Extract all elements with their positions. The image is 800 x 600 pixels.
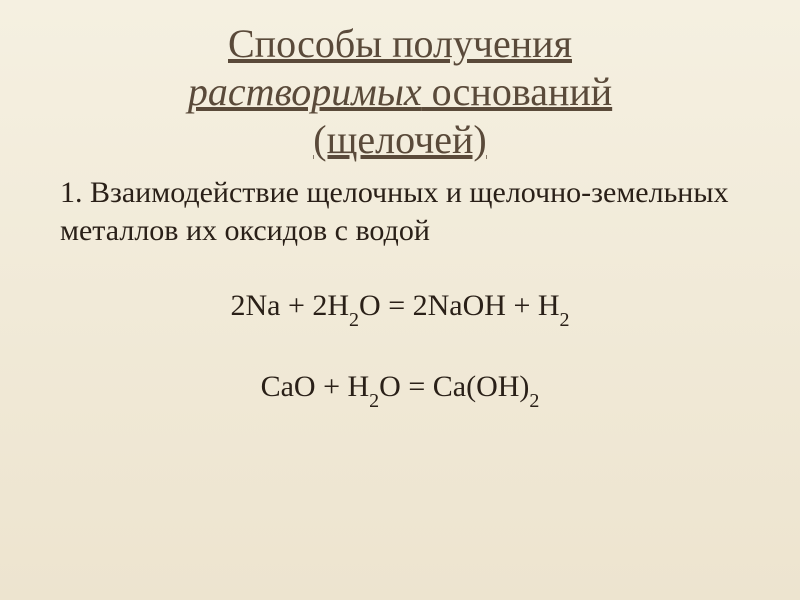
equation-2: CaO + H2O = Ca(OH)2	[60, 370, 740, 409]
eq2-part2: O = Ca(OH)	[379, 370, 529, 403]
eq1-sub1: 2	[349, 309, 359, 331]
eq1-part2: O = 2NaOH + H	[359, 289, 559, 322]
title-line1: Способы получения	[228, 21, 572, 66]
eq2-sub1: 2	[369, 390, 379, 412]
title-italic-word: растворимых	[188, 69, 422, 114]
equation-1: 2Na + 2H2O = 2NaOH + H2	[60, 289, 740, 328]
eq1-part1: 2Na + 2H	[230, 289, 349, 322]
slide-subtitle: 1. Взаимодействие щелочных и щелочно-зем…	[60, 174, 740, 249]
slide-title: Способы получения растворимых оснований …	[60, 20, 740, 164]
eq2-part1: CaO + H	[261, 370, 370, 403]
title-line3: (щелочей)	[313, 117, 486, 162]
eq2-sub2: 2	[529, 390, 539, 412]
eq1-sub2: 2	[560, 309, 570, 331]
title-line2-rest: оснований	[422, 69, 613, 114]
slide-container: Способы получения растворимых оснований …	[0, 0, 800, 600]
